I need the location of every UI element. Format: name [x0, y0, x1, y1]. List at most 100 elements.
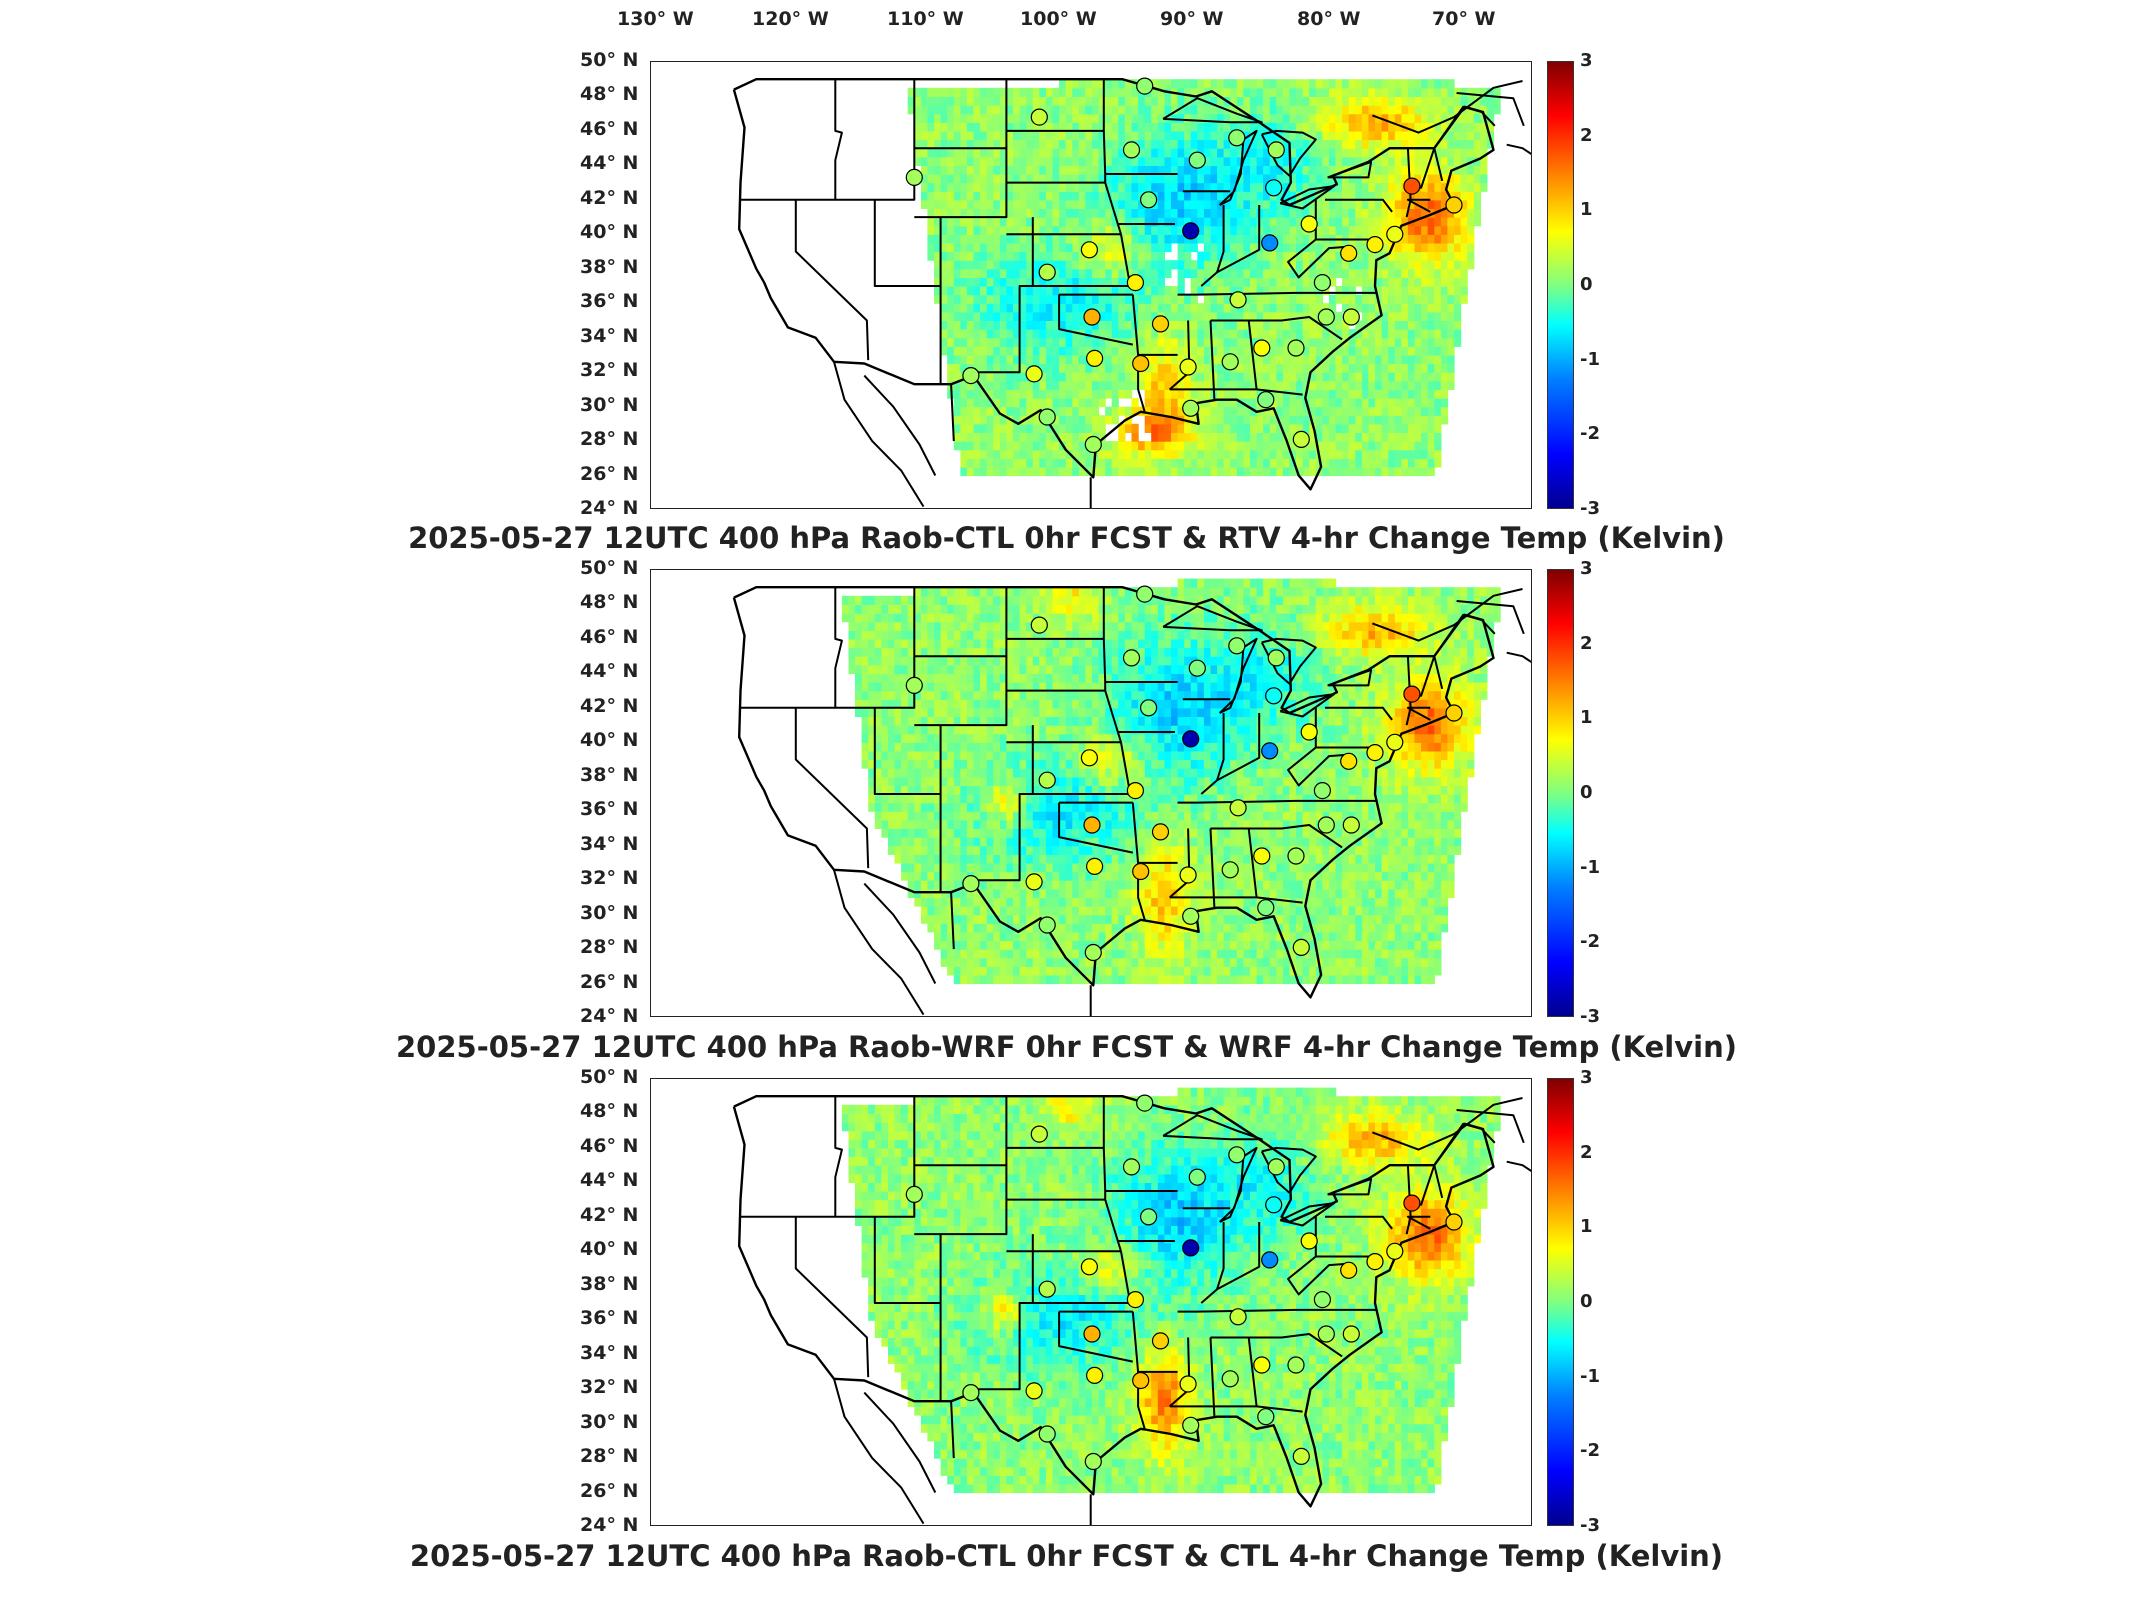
great-lake [1279, 693, 1336, 718]
raob-station-marker [1317, 308, 1335, 326]
lat-label: 46° N [580, 625, 639, 648]
state-line [1169, 896, 1303, 904]
raob-station-marker [1267, 649, 1285, 667]
raob-station-marker [1342, 308, 1360, 326]
lat-label: 26° N [580, 970, 639, 993]
raob-station-marker [1083, 1325, 1101, 1343]
panel-title: 2025-05-27 12UTC 400 hPa Raob-CTL 0hr FC… [408, 521, 1725, 555]
lat-label: 28° N [580, 1445, 639, 1468]
raob-station-marker [1229, 799, 1247, 817]
raob-station-marker [1132, 1371, 1150, 1390]
raob-station-marker [1257, 1408, 1275, 1426]
lat-label: 34° N [580, 324, 639, 347]
raob-station-marker [1300, 215, 1318, 233]
state-line [1325, 706, 1393, 721]
raob-station-marker [1265, 687, 1283, 705]
raob-station-marker [905, 676, 923, 695]
raob-station-marker [1386, 225, 1404, 243]
state-line [1314, 199, 1378, 241]
colorbar [1547, 1078, 1574, 1526]
raob-station-marker [1445, 704, 1463, 722]
state-line [873, 1216, 942, 1402]
state-line [1200, 205, 1261, 287]
raob-station-marker [1084, 1452, 1102, 1471]
state-line [972, 725, 1034, 882]
raob-station-marker [1228, 637, 1246, 655]
lat-label: 26° N [580, 462, 639, 485]
raob-station-marker [1084, 943, 1102, 962]
lat-label: 50° N [580, 49, 639, 71]
great-lake [1279, 1202, 1336, 1227]
great-lake [1260, 129, 1317, 177]
raob-station-marker [1267, 1158, 1285, 1176]
colorbar-tick-label: -2 [1580, 423, 1600, 445]
colorbar-tick-label: -3 [1580, 1006, 1600, 1027]
canada-coast [1372, 80, 1523, 134]
mexico-coast [950, 384, 955, 442]
raob-station-marker [1261, 742, 1279, 760]
lat-label: 32° N [580, 867, 639, 890]
us-coastline [732, 1095, 1495, 1508]
raob-station-marker [1188, 151, 1206, 169]
state-line [1169, 388, 1303, 396]
state-line [740, 79, 916, 201]
lat-label: 36° N [580, 798, 639, 821]
raob-station-marker [1084, 435, 1102, 454]
raob-station-marker [1080, 749, 1098, 767]
great-lake [1327, 1177, 1373, 1196]
raob-station-marker [1287, 847, 1305, 865]
colorbar-tick-label: -2 [1580, 931, 1600, 953]
lat-label: 34° N [580, 832, 639, 855]
raob-station-marker [1136, 585, 1154, 603]
us-coastline [732, 586, 1495, 999]
raob-station-marker [1292, 1447, 1310, 1465]
state-line [1169, 1405, 1303, 1413]
lon-label: 100° W [1020, 8, 1097, 30]
state-line [834, 79, 843, 200]
raob-station-marker [1313, 1291, 1332, 1309]
canada-coast [1456, 92, 1525, 127]
state-line [1209, 1337, 1216, 1417]
raob-station-marker [1188, 659, 1206, 677]
raob-station-marker [1342, 816, 1360, 834]
raob-station-marker [1228, 129, 1246, 147]
raob-station-marker [1317, 816, 1335, 834]
raob-station-marker [1136, 77, 1154, 95]
lat-label: 48° N [580, 83, 639, 106]
state-line [1058, 294, 1134, 346]
mexico-coast [833, 1378, 925, 1525]
raob-station-marker [1340, 752, 1358, 770]
raob-station-marker [962, 875, 980, 893]
lon-label: 90° W [1160, 8, 1224, 30]
colorbar-tick-label: 1 [1580, 707, 1593, 729]
us-coastline [732, 78, 1495, 491]
canada-coast [1506, 651, 1531, 663]
canada-coast [1433, 105, 1496, 149]
lat-label: 42° N [580, 186, 639, 209]
state-line [1209, 320, 1216, 400]
raob-station-marker [1140, 191, 1158, 209]
colorbar-tick-label: -2 [1580, 1440, 1600, 1462]
state-line [1177, 799, 1377, 804]
state-line [1287, 238, 1353, 279]
great-lake [1162, 605, 1263, 632]
raob-station-marker [1030, 1125, 1048, 1143]
raob-station-marker [1038, 1280, 1056, 1298]
state-line [1216, 713, 1225, 781]
state-line [1200, 1222, 1261, 1304]
lon-label: 80° W [1297, 8, 1361, 30]
state-line [1131, 294, 1146, 413]
raob-station-marker [1403, 1194, 1421, 1212]
state-line [1406, 198, 1431, 213]
great-lake [1260, 1146, 1317, 1194]
raob-station-marker [1313, 782, 1332, 800]
raob-station-marker [1445, 1213, 1463, 1231]
raob-station-marker [1188, 1168, 1206, 1186]
raob-station-marker [1265, 1196, 1283, 1214]
raob-station-marker [1287, 339, 1305, 357]
state-line [1287, 746, 1353, 787]
state-line [834, 1096, 843, 1217]
raob-station-marker [1342, 1325, 1360, 1343]
lon-label: 130° W [617, 8, 694, 30]
raob-station-marker [1132, 354, 1150, 373]
